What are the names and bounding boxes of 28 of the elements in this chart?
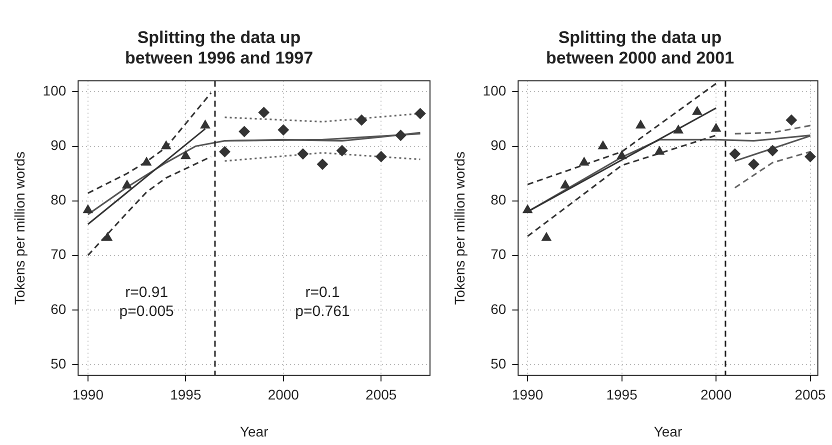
x-tick-label: 2005 xyxy=(794,386,826,403)
x-tick-label: 1990 xyxy=(72,386,104,403)
y-tick-label: 70 xyxy=(50,246,66,262)
x-tick-label: 1995 xyxy=(606,386,638,403)
y-tick-label: 100 xyxy=(42,82,66,99)
annotation: r=0.91 p=0.005 xyxy=(119,284,174,320)
x-tick-label: 2000 xyxy=(700,386,732,403)
y-tick-label: 70 xyxy=(490,246,506,262)
annotation: r=0.1 p=0.761 xyxy=(295,284,350,320)
x-axis-title: Year xyxy=(654,423,682,440)
y-tick-label: 90 xyxy=(50,137,66,154)
x-axis-title: Year xyxy=(240,423,269,440)
y-axis-title: Tokens per million words xyxy=(11,151,28,305)
x-tick-label: 1990 xyxy=(512,386,544,403)
y-tick-label: 90 xyxy=(490,137,506,154)
y-tick-label: 100 xyxy=(482,82,506,99)
x-tick-label: 1995 xyxy=(170,386,202,403)
chart-title: Splitting the data up between 2000 and 2001 xyxy=(546,28,734,68)
y-tick-label: 50 xyxy=(50,355,66,372)
y-tick-label: 80 xyxy=(50,192,66,208)
chart-title: Splitting the data up between 1996 and 1997 xyxy=(124,28,314,68)
x-tick-label: 2005 xyxy=(366,386,397,403)
y-tick-label: 60 xyxy=(50,300,66,317)
x-tick-label: 2000 xyxy=(268,386,300,403)
y-axis-title: Tokens per million words xyxy=(451,151,468,305)
y-tick-label: 60 xyxy=(490,300,506,317)
y-tick-label: 50 xyxy=(490,355,506,372)
y-tick-label: 80 xyxy=(490,192,506,208)
